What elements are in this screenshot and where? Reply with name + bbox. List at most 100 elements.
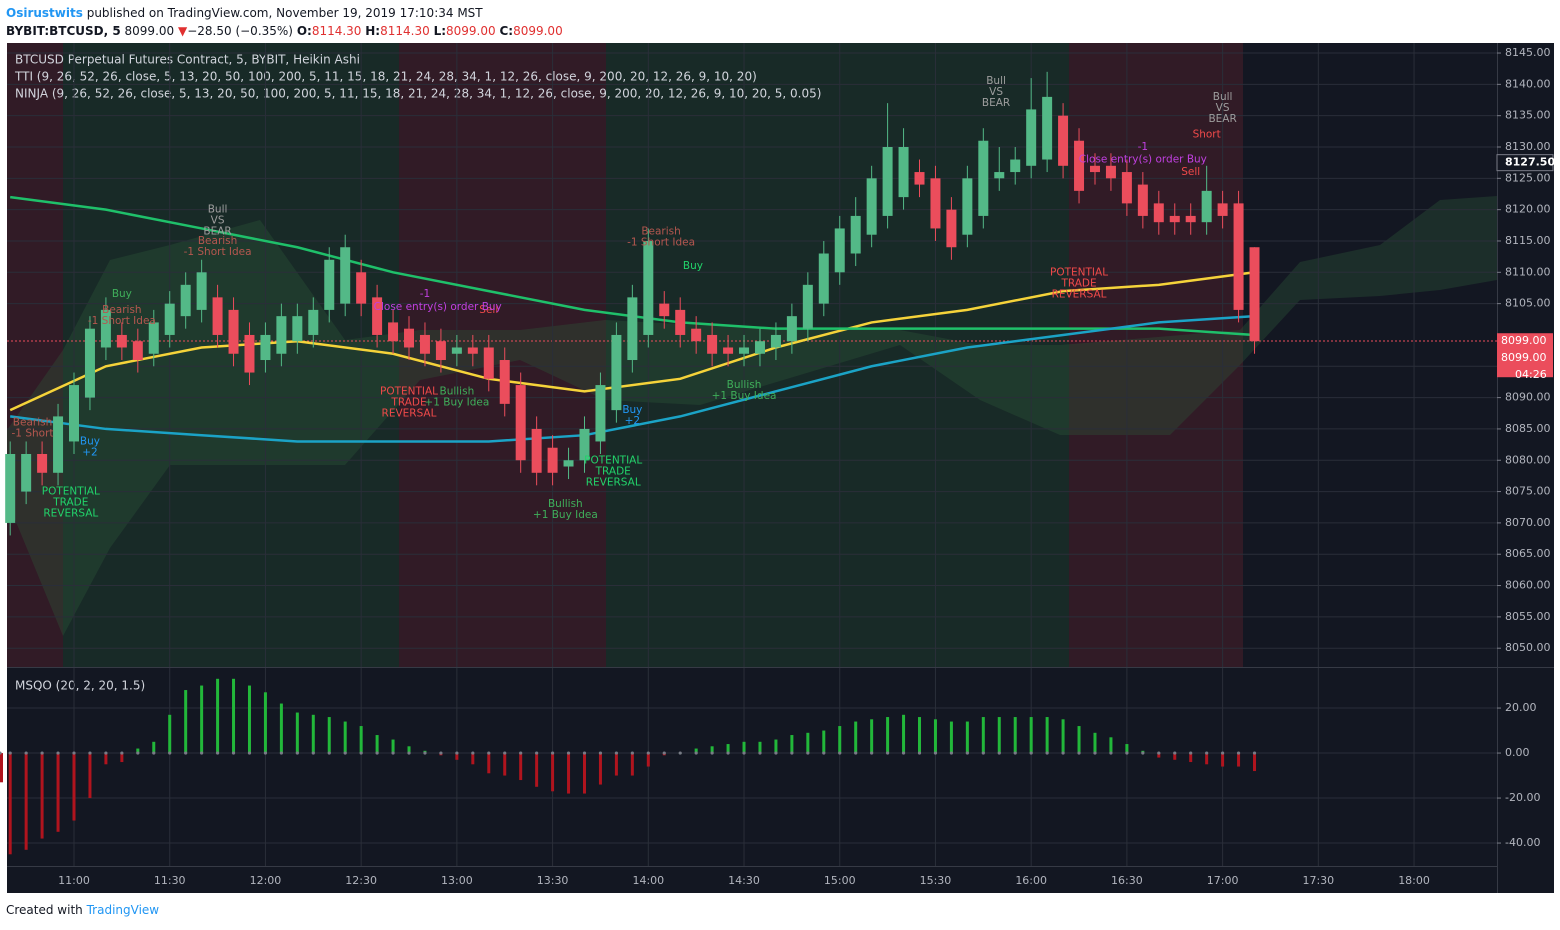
candle-body: [723, 347, 734, 354]
candle-body: [818, 253, 829, 304]
histogram-bar: [40, 753, 44, 839]
annotation: TRADE: [1060, 277, 1096, 289]
histogram-bar: [806, 732, 810, 754]
annotation: +1 Buy Idea: [712, 390, 777, 402]
zero-dot: [981, 751, 985, 755]
histogram-bar: [1205, 753, 1209, 765]
zero-dot: [678, 751, 682, 755]
user[interactable]: Osirustwits: [6, 6, 83, 20]
zero-dot: [774, 751, 778, 755]
zero-dot: [917, 751, 922, 755]
price: 8099.00: [124, 24, 175, 38]
zero-dot: [1173, 751, 1177, 755]
histogram-bar: [471, 753, 475, 765]
c: 8099.00: [513, 24, 563, 38]
candle-body: [53, 416, 64, 473]
candle-body: [1233, 203, 1244, 310]
change: −28.50 (−0.35%): [187, 24, 293, 38]
zero-dot: [598, 751, 603, 755]
candle-body: [994, 172, 1005, 179]
candle-body: [1042, 96, 1053, 160]
histogram-bar: [535, 753, 539, 787]
candle-body: [946, 209, 957, 248]
histogram-bar: [24, 753, 28, 850]
zero-dot: [0, 751, 2, 755]
zero-dot: [614, 751, 619, 755]
zero-dot: [997, 751, 1001, 755]
zero-dot: [1236, 751, 1241, 755]
histogram-bar: [981, 717, 985, 754]
zero-dot: [885, 751, 890, 755]
candle-body: [659, 303, 670, 317]
candle-body: [547, 447, 558, 473]
zero-dot: [535, 751, 539, 755]
y-tick-label: 8130.00: [1505, 140, 1551, 153]
candle-body: [404, 328, 415, 348]
zero-dot: [870, 751, 874, 755]
annotation: +2: [625, 415, 640, 427]
candle-body: [866, 178, 877, 235]
annotation: BEAR: [1208, 113, 1236, 125]
candle-body: [1249, 247, 1260, 342]
zero-dot: [184, 751, 188, 755]
annotation: -1 Short Idea: [184, 246, 252, 258]
zero-dot: [1141, 751, 1145, 755]
annotation: Buy: [112, 288, 132, 300]
zero-dot: [1157, 751, 1161, 755]
zero-dot: [790, 751, 794, 755]
brand[interactable]: TradingView: [86, 903, 160, 917]
candle-body: [196, 272, 207, 310]
histogram-bar: [503, 753, 507, 776]
candle-body: [930, 178, 941, 229]
annotation: Bull: [208, 204, 228, 216]
candle-body: [754, 341, 765, 354]
y-tick-label: 8125.00: [1505, 171, 1551, 184]
candle-body: [1105, 165, 1116, 179]
price-tag-label: 8099.00: [1501, 351, 1547, 364]
zero-dot: [391, 751, 395, 755]
zero-dot: [88, 751, 92, 755]
y-tick-label: 8145.00: [1505, 46, 1551, 59]
histogram-bar: [1253, 753, 1257, 772]
histogram-bar: [646, 753, 650, 767]
histogram-bar: [375, 735, 379, 754]
y-tick-label: 8105.00: [1505, 297, 1551, 310]
zero-dot: [136, 751, 140, 755]
zero-dot: [8, 751, 12, 755]
y-tick-label: 8085.00: [1505, 422, 1551, 435]
y-tick-label: 8120.00: [1505, 203, 1551, 216]
candle-body: [467, 347, 478, 354]
histogram-bar: [726, 744, 730, 754]
histogram-bar: [184, 690, 188, 754]
candle-body: [707, 334, 718, 354]
zero-dot: [152, 751, 156, 755]
zero-dot: [662, 751, 666, 755]
histogram-bar: [838, 726, 842, 754]
annotation: POTENTIAL: [42, 486, 100, 498]
y-tick-label: 8080.00: [1505, 453, 1551, 466]
candle-body: [340, 247, 351, 304]
zero-dot: [503, 751, 507, 755]
histogram-bar: [359, 726, 363, 754]
candle-body: [356, 272, 367, 304]
histogram-bar: [614, 753, 618, 776]
zero-dot: [471, 751, 475, 755]
annotation: Short: [1193, 128, 1221, 140]
zero-dot: [120, 751, 124, 755]
histogram-bar: [407, 746, 411, 754]
zero-dot: [1093, 751, 1097, 755]
zero-dot: [838, 751, 842, 755]
x-tick-label: 16:00: [1015, 874, 1047, 887]
zero-dot: [1189, 751, 1193, 755]
annotation: +1 Buy Idea: [424, 396, 489, 408]
zero-dot: [24, 751, 28, 755]
zero-dot: [646, 751, 650, 755]
histogram-bar: [870, 719, 874, 754]
zero-dot: [327, 751, 331, 755]
zero-dot: [726, 751, 730, 755]
x-tick-label: 12:00: [250, 874, 282, 887]
zero-dot: [311, 751, 315, 755]
y-tick-label: 8055.00: [1505, 610, 1551, 623]
zero-dot: [215, 751, 220, 755]
zero-dot: [56, 751, 60, 755]
